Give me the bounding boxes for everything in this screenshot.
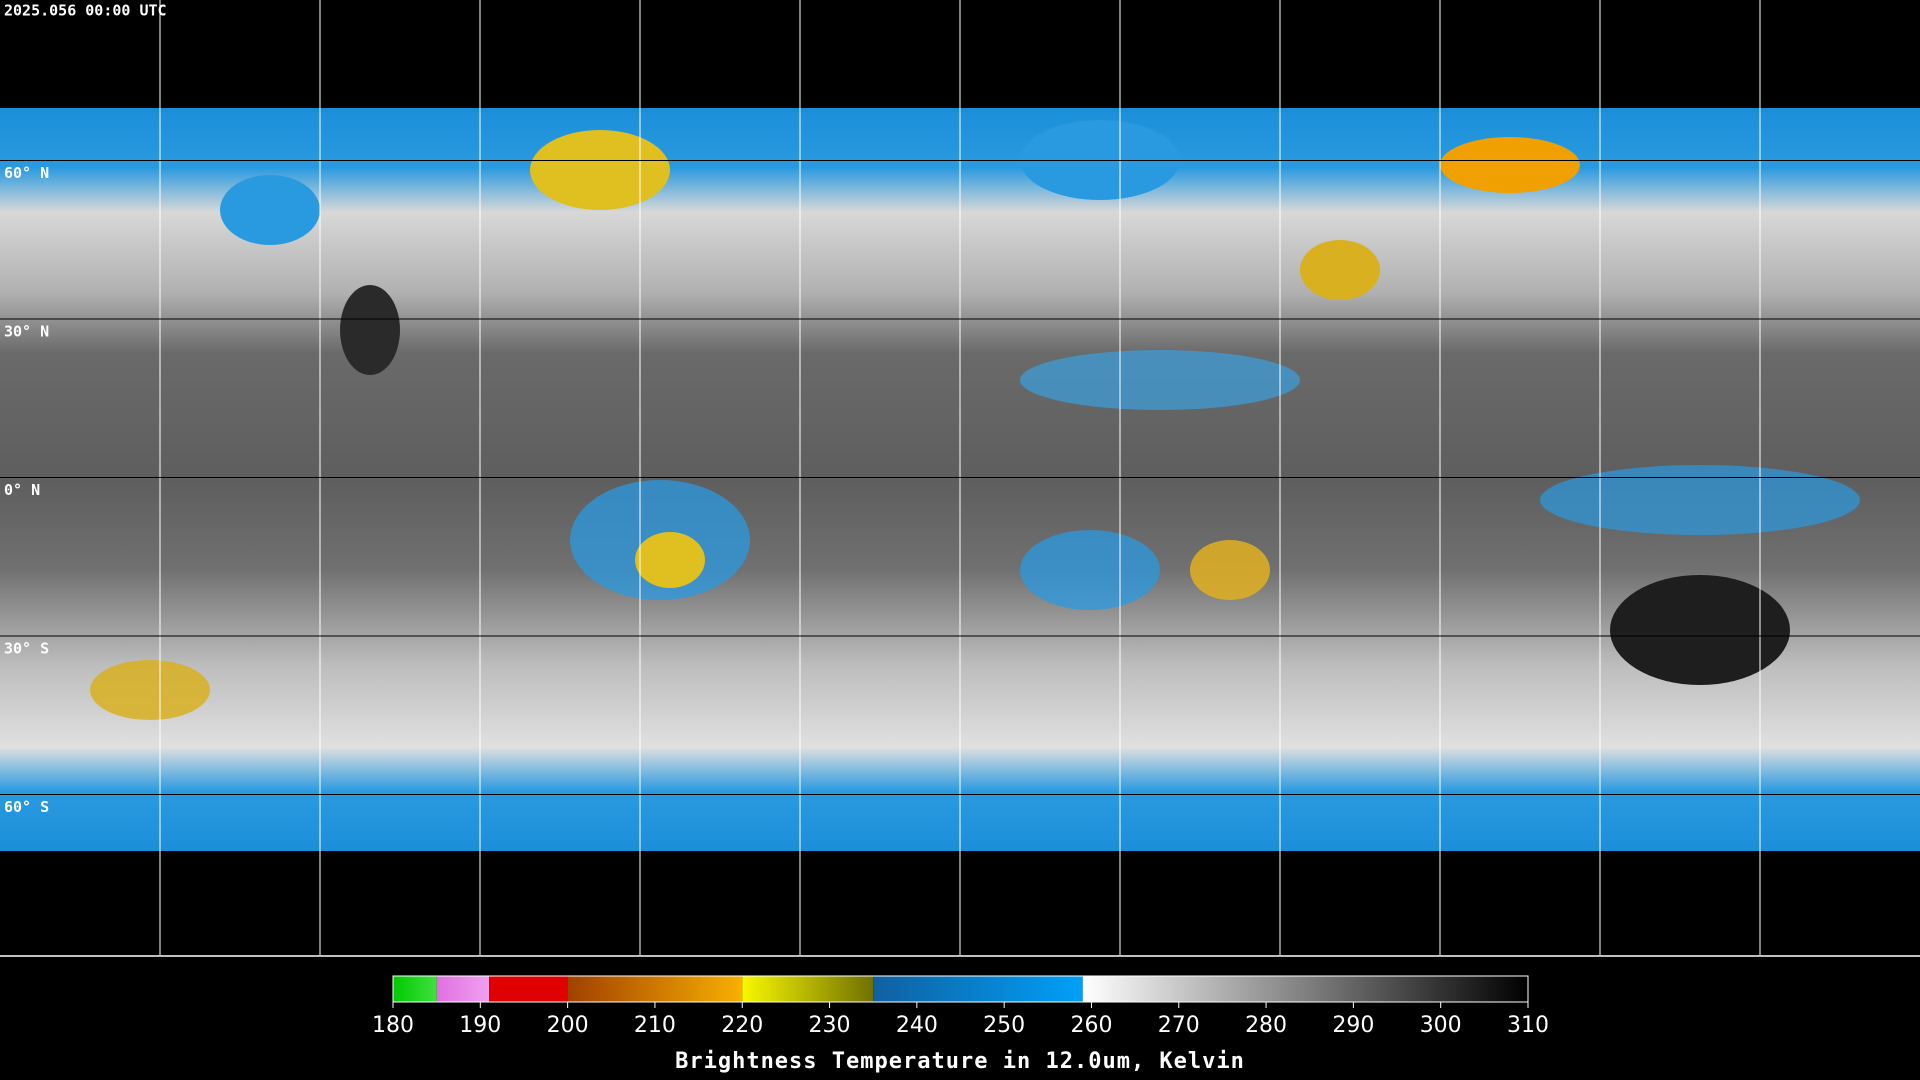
cloud-cool — [1540, 465, 1860, 535]
colorbar-frame — [392, 975, 1529, 1003]
colorbar-tick-label: 210 — [634, 1013, 676, 1038]
clear-land — [340, 285, 400, 375]
cloud-cool — [1020, 530, 1160, 610]
cloud-cool — [220, 175, 320, 245]
cloud-cold — [1300, 240, 1380, 300]
colorbar-tick-label: 180 — [372, 1013, 414, 1038]
colorbar-tick-label: 260 — [1070, 1013, 1112, 1038]
timestamp: 2025.056 00:00 UTC — [4, 2, 167, 20]
colorbar-tick-label: 270 — [1158, 1013, 1200, 1038]
colorbar-segment — [393, 976, 437, 1002]
cloud-cold — [90, 660, 210, 720]
colorbar: 180 190 200 210 220 230 240 250 260 270 280 290 300 3… — [372, 975, 1549, 1038]
colorbar-tick-label: 250 — [983, 1013, 1025, 1038]
colorbar-tick-label: 300 — [1420, 1013, 1462, 1038]
colorbar-label: Brightness Temperature in 12.0um, Kelvin — [675, 1049, 1245, 1074]
cloud-cold — [530, 130, 670, 210]
cloud-cool — [1020, 350, 1300, 410]
colorbar-segment — [436, 976, 490, 1002]
latitude-label: 60° S — [4, 798, 49, 816]
cloud-cold — [635, 532, 705, 588]
colorbar-tick-label: 200 — [547, 1013, 589, 1038]
colorbar-segment — [1082, 976, 1528, 1002]
cloud-cold — [1440, 137, 1580, 193]
colorbar-segment — [873, 976, 1083, 1002]
colorbar-tick-label: 190 — [459, 1013, 501, 1038]
clear-land — [1610, 575, 1790, 685]
colorbar-tick-label: 240 — [896, 1013, 938, 1038]
colorbar-tick-label: 310 — [1507, 1013, 1549, 1038]
colorbar-segment — [742, 976, 874, 1002]
colorbar-tick-label: 290 — [1332, 1013, 1374, 1038]
colorbar-segment — [567, 976, 743, 1002]
latitude-label: 60° N — [4, 164, 49, 182]
colorbar-tick-label: 220 — [721, 1013, 763, 1038]
colorbar-segment — [489, 976, 568, 1002]
cloud-cold — [1190, 540, 1270, 600]
graticule: 60° N 30° N 0° N 30° S 60° S — [0, 0, 1920, 957]
latitude-label: 0° N — [4, 481, 40, 499]
colorbar-tick-label: 280 — [1245, 1013, 1287, 1038]
latitude-label: 30° N — [4, 323, 49, 341]
colorbar-tick-label: 230 — [809, 1013, 851, 1038]
latitude-label: 30° S — [4, 640, 49, 658]
